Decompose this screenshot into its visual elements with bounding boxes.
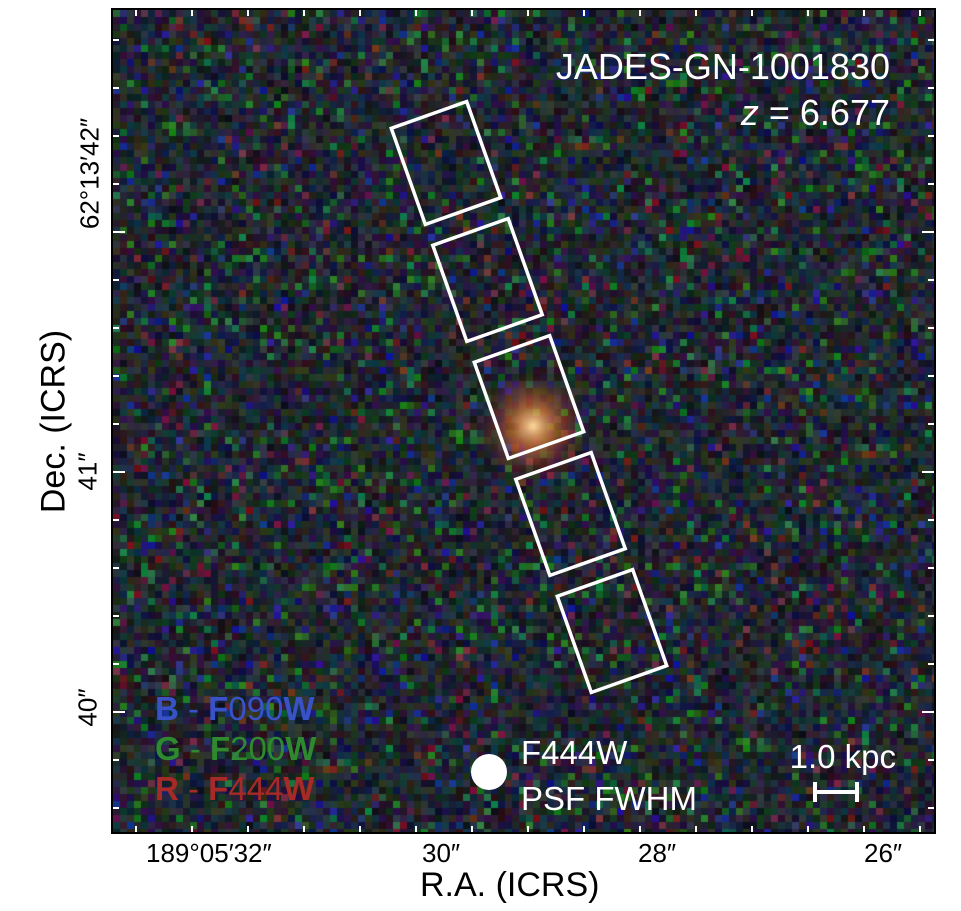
y-axis-label: Dec. (ICRS) [34, 329, 73, 514]
rgb-composite-image [113, 10, 934, 832]
psf-label-filter: F444W [521, 734, 628, 771]
slit-shutter [430, 216, 545, 344]
y-tick-label: 41″ [72, 452, 103, 491]
x-tick-label: 30″ [422, 838, 461, 868]
psf-circle [471, 754, 507, 790]
legend-entry: R - F444W [155, 770, 315, 807]
slit-shutter [389, 99, 503, 227]
redshift-label: z = 6.677 [740, 92, 890, 133]
legend-entry: B - F090W [155, 690, 315, 727]
y-tick-label: 62°13′42″ [74, 117, 105, 230]
overlay-layer [113, 10, 934, 832]
target-name: JADES-GN-1001830 [555, 46, 890, 87]
legend-entry: G - F200W [155, 730, 317, 767]
slit-shutter [513, 450, 628, 578]
psf-label-fwhm: PSF FWHM [521, 780, 697, 817]
scalebar [813, 782, 859, 802]
x-tick-label: 189°05′32″ [146, 838, 272, 868]
slit-shutter [555, 567, 669, 695]
slit-shutters [389, 99, 669, 695]
x-axis-label: R.A. (ICRS) [420, 866, 600, 904]
y-tick-label: 40″ [72, 688, 103, 727]
axis-ticks [113, 10, 934, 832]
scalebar-label: 1.0 kpc [789, 738, 896, 775]
slit-shutter [472, 333, 586, 461]
x-tick-label: 26″ [864, 838, 903, 868]
x-tick-label: 28″ [638, 838, 677, 868]
image-panel: JADES-GN-1001830 z = 6.677 B - F090W G - … [111, 8, 936, 834]
